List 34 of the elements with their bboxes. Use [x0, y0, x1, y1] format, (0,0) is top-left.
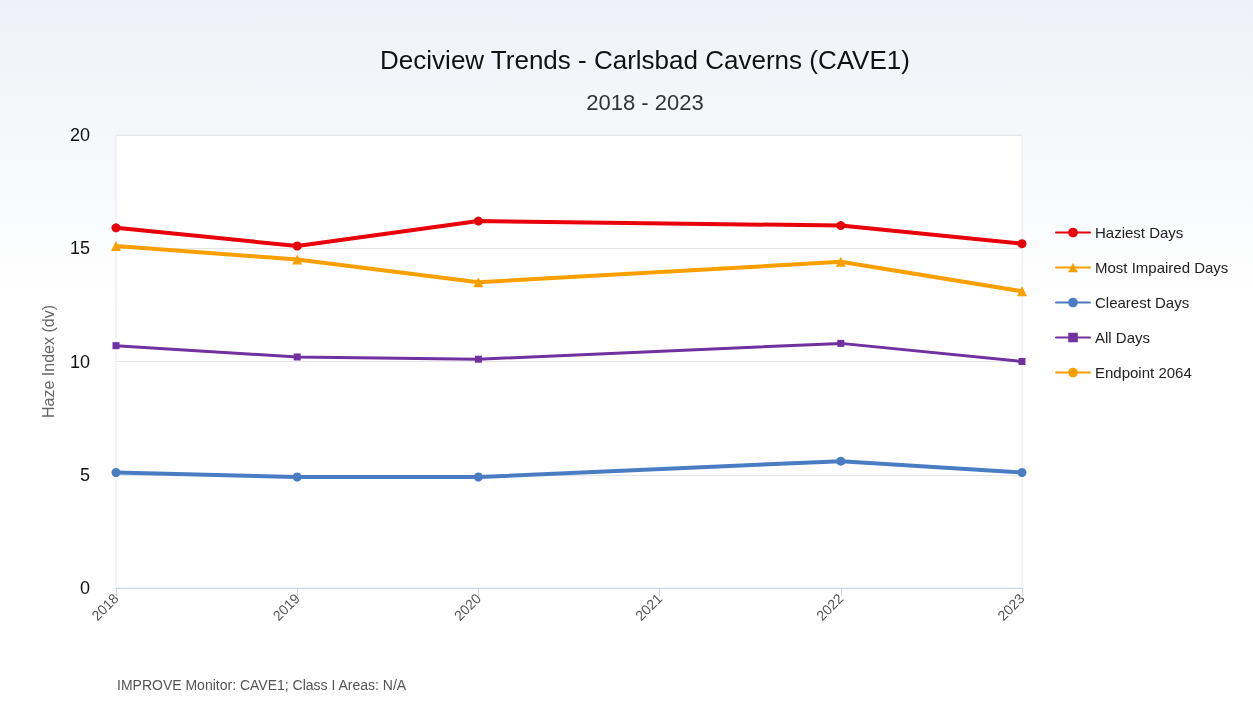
legend-label: All Days	[1095, 329, 1151, 346]
point	[111, 223, 121, 233]
y-tick-label: 10	[69, 351, 90, 372]
point	[474, 355, 482, 363]
point	[473, 277, 484, 288]
point	[473, 216, 483, 226]
chart-subtitle: 2018 - 2023	[586, 89, 704, 115]
point	[293, 353, 301, 361]
legend-label: Endpoint 2064	[1095, 364, 1192, 381]
y-axis-title: Haze Index (dv)	[39, 305, 57, 418]
y-tick-label: 5	[79, 464, 90, 485]
y-tick-label: 15	[69, 238, 90, 259]
point	[835, 256, 846, 267]
point	[836, 221, 846, 231]
point	[473, 472, 483, 482]
point	[837, 339, 845, 347]
point	[292, 254, 303, 265]
legend-label: Most Impaired Days	[1095, 259, 1229, 276]
y-tick-label: 20	[69, 125, 90, 145]
point	[112, 342, 120, 350]
point	[292, 472, 302, 482]
legend-label: Haziest Days	[1095, 224, 1184, 241]
chart-title: Deciview Trends - Carlsbad Caverns (CAVE1)	[380, 45, 910, 75]
point	[1017, 467, 1027, 477]
point	[1017, 286, 1027, 297]
point	[836, 456, 846, 466]
y-tick-label: 0	[79, 578, 90, 598]
point	[111, 467, 121, 477]
point	[1018, 358, 1026, 365]
legend-label: Clearest Days	[1095, 294, 1190, 311]
point	[111, 240, 121, 251]
text: IMPROVE Monitor: CAVE1; Class I Areas: N/A	[117, 677, 407, 693]
point	[292, 241, 302, 251]
point	[1017, 239, 1027, 249]
